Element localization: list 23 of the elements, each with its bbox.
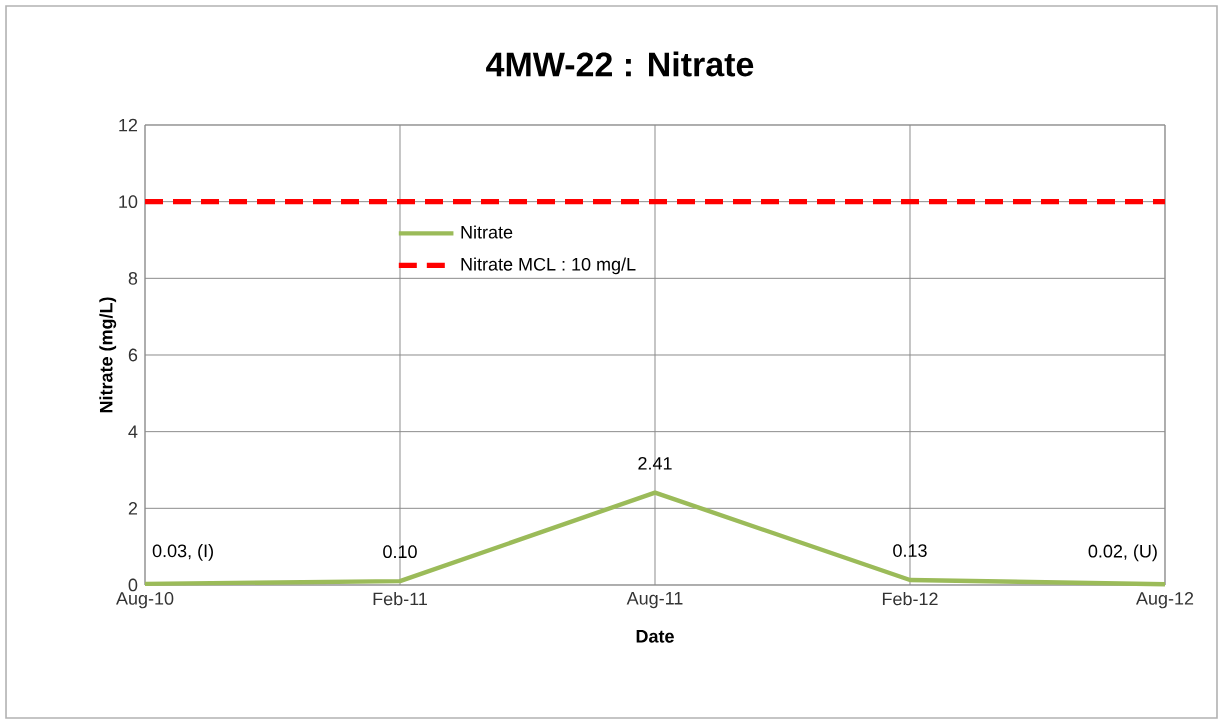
data-label: 2.41 bbox=[638, 456, 672, 470]
data-label: 0.02, (U) bbox=[1088, 544, 1157, 562]
legend-label: Nitrate bbox=[461, 225, 513, 239]
chart-title: 4MW-22 : Nitrate bbox=[486, 51, 754, 77]
legend-label: Nitrate MCL : 10 mg/L bbox=[461, 257, 636, 275]
y-tick-label: 6 bbox=[128, 348, 138, 362]
x-tick-label: Aug-12 bbox=[1136, 592, 1194, 609]
x-tick-label: Feb-12 bbox=[882, 592, 938, 606]
y-tick-label: 12 bbox=[119, 118, 138, 132]
data-label: 0.03, (I) bbox=[152, 544, 213, 561]
y-tick-label: 10 bbox=[119, 195, 138, 209]
x-axis-title: Date bbox=[636, 630, 674, 643]
data-label: 0.10 bbox=[383, 545, 417, 559]
y-tick-label: 8 bbox=[128, 271, 138, 285]
x-tick-label: Aug-10 bbox=[116, 592, 174, 609]
y-tick-label: 4 bbox=[128, 425, 138, 438]
y-tick-label: 0 bbox=[128, 578, 138, 592]
x-tick-label: Aug-11 bbox=[626, 592, 683, 609]
y-axis-title: Nitrate (mg/L) bbox=[99, 297, 117, 413]
y-tick-label: 2 bbox=[128, 502, 138, 515]
data-label: 0.13 bbox=[893, 544, 927, 557]
line-series bbox=[142, 490, 1168, 587]
x-tick-label: Feb-11 bbox=[373, 592, 427, 606]
